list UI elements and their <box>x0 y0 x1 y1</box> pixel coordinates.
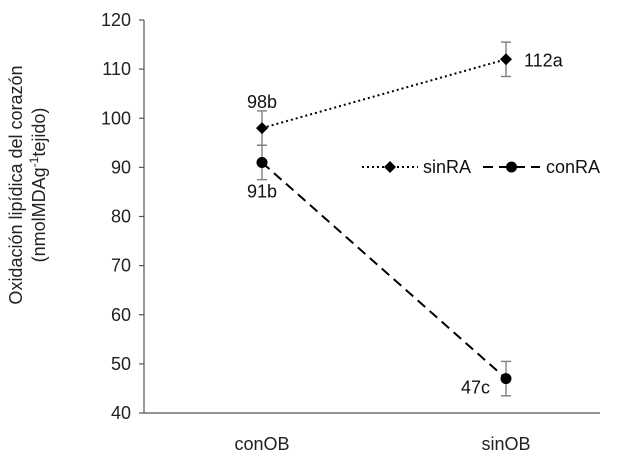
x-tick-labels: conOB sinOB <box>234 434 530 454</box>
x-tick-label-sinOB: sinOB <box>481 434 530 454</box>
data-label-sinRA-1: 112a <box>524 50 564 70</box>
data-point-conRA-0 <box>256 156 268 168</box>
data-point-sinRA-0 <box>256 122 268 135</box>
y-axis-label-superscript: -1 <box>27 156 41 167</box>
y-axis-label-line2: (nmolMDAg-1tejido) <box>27 108 49 263</box>
data-labels: 98b 112a 91b 47c <box>247 50 564 397</box>
legend-label-sinRA: sinRA <box>423 157 471 177</box>
data-point-sinRA-1 <box>500 53 512 66</box>
series-line-sinRA <box>261 58 507 130</box>
y-tick-label-60: 60 <box>111 305 131 325</box>
y-axis-label-line1: Oxidación lipídica del corazón <box>6 65 26 304</box>
y-tick-label-110: 110 <box>102 59 131 79</box>
data-point-conRA-1 <box>500 373 512 385</box>
x-tick-label-conOB: conOB <box>234 434 289 454</box>
y-tick-label-70: 70 <box>111 256 131 276</box>
data-label-sinRA-0: 98b <box>247 92 277 112</box>
series-group <box>256 41 512 397</box>
data-label-conRA-0: 91b <box>247 181 277 201</box>
legend-marker-conRA <box>506 161 517 173</box>
y-tick-label-100: 100 <box>101 108 131 128</box>
y-tick-label-120: 120 <box>101 10 131 30</box>
y-axis-label-part-a: (nmolMDAg <box>29 167 49 262</box>
y-tick-labels: 40 50 60 70 80 90 100 110 120 <box>101 10 131 423</box>
y-tick-label-50: 50 <box>111 354 131 374</box>
y-tick-label-80: 80 <box>111 207 131 227</box>
y-axis-label-part-b: tejido) <box>29 108 49 157</box>
axes <box>139 19 600 414</box>
y-tick-label-90: 90 <box>111 157 131 177</box>
legend: sinRA conRA <box>362 157 600 177</box>
y-tick-label-40: 40 <box>111 403 131 423</box>
legend-marker-sinRA <box>384 161 396 173</box>
legend-label-conRA: conRA <box>546 157 600 177</box>
series-line-conRA <box>261 161 507 380</box>
data-label-conRA-1: 47c <box>461 378 490 398</box>
